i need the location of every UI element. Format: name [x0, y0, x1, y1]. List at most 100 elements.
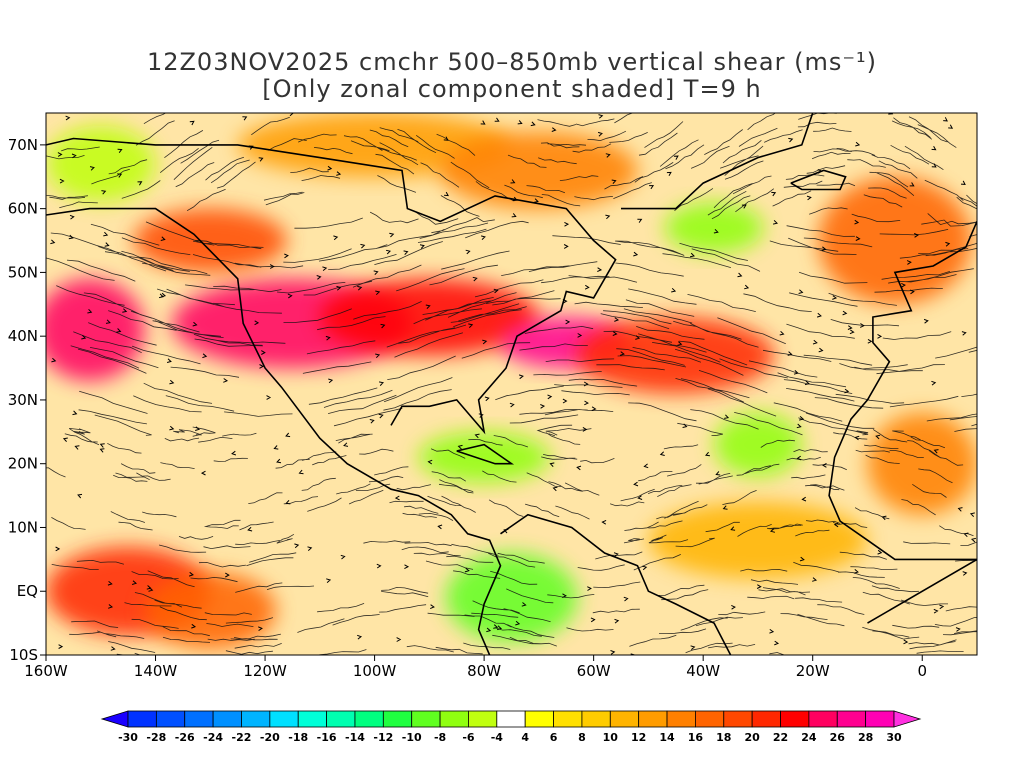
shear-region — [418, 431, 550, 483]
streamline-set — [46, 113, 977, 655]
colorbar-swatch — [382, 710, 413, 728]
lat-tick-label: 30N — [8, 391, 38, 409]
colorbar-label: -12 — [373, 731, 393, 744]
colorbar-swatch — [241, 710, 271, 728]
colorbar-low-arrow — [100, 710, 129, 728]
colorbar-swatch — [269, 710, 299, 728]
lat-tick-label: 70N — [8, 136, 38, 154]
colorbar-swatch — [127, 710, 157, 728]
colorbar-label: -28 — [146, 731, 166, 744]
shear-region — [133, 208, 287, 273]
colorbar-swatch — [638, 710, 668, 728]
lon-tick-label: 0 — [917, 662, 927, 680]
lat-tick-label: EQ — [17, 582, 38, 600]
colorbar-swatch — [354, 710, 384, 728]
map-title-line-1: 12Z03NOV2025 cmchr 500–850mb vertical sh… — [146, 48, 878, 76]
colorbar-swatch — [326, 710, 356, 728]
colorbar-swatch — [808, 710, 838, 728]
colorbar-label: -6 — [462, 731, 475, 744]
colorbar-label: -18 — [288, 731, 308, 744]
colorbar-label: -24 — [203, 731, 223, 744]
shear-region — [577, 317, 775, 394]
colorbar-label: 18 — [716, 731, 731, 744]
colorbar-swatch — [468, 710, 498, 728]
shear-region — [664, 202, 764, 254]
shear-region — [237, 113, 512, 177]
lon-tick-label: 140W — [134, 662, 178, 680]
colorbar-label: 10 — [603, 731, 619, 744]
lat-tick-label: 50N — [8, 263, 38, 281]
colorbar-swatch — [751, 710, 781, 728]
lat-tick-label: 40N — [8, 327, 38, 345]
shear-region — [867, 412, 977, 515]
shear-region — [818, 176, 972, 305]
coastline — [790, 169, 847, 191]
colorbar-swatch — [411, 710, 441, 728]
plot-frame — [45, 112, 978, 656]
colorbar-high-arrow — [893, 710, 922, 728]
colorbar-swatch — [212, 710, 242, 728]
colorbar-label: -30 — [118, 731, 138, 744]
colorbar-label: -16 — [317, 731, 337, 744]
coastline — [621, 113, 814, 210]
shear-region — [144, 572, 277, 649]
colorbar-label: 30 — [886, 731, 902, 744]
colorbar-label: 26 — [830, 731, 846, 744]
colorbar-label: 20 — [744, 731, 760, 744]
shear-region — [445, 552, 578, 643]
colorbar-swatch — [865, 710, 895, 728]
colorbar-swatch — [496, 710, 526, 728]
coastline — [46, 137, 617, 435]
colorbar-label: 4 — [521, 731, 529, 744]
colorbar: -30 -28 -26 -24 -22 -20 -18 -16 -14 -12 -10 -8 -6 -4 4… — [100, 710, 922, 744]
lon-tick-label: 20W — [796, 662, 830, 680]
lon-tick-label: 40W — [686, 662, 720, 680]
colorbar-label: -4 — [491, 731, 504, 744]
colorbar-label: -14 — [345, 731, 365, 744]
colorbar-swatch — [184, 710, 214, 728]
colorbar-label: -22 — [232, 731, 252, 744]
colorbar-label: 14 — [659, 731, 675, 744]
lat-tick-label: 60N — [8, 200, 38, 218]
shear-region — [319, 278, 539, 356]
colorbar-swatch — [609, 710, 640, 728]
shear-region — [46, 125, 156, 203]
colorbar-label: 28 — [858, 731, 873, 744]
lon-tick-label: 160W — [24, 662, 68, 680]
colorbar-swatch — [723, 710, 753, 728]
lat-tick-label: 10S — [9, 646, 38, 664]
coastline — [828, 221, 977, 624]
colorbar-label: -10 — [402, 731, 422, 744]
coastline — [500, 513, 732, 655]
colorbar-swatch — [780, 710, 810, 728]
colorbar-label: -26 — [175, 731, 195, 744]
lat-tick-label: 10N — [8, 518, 38, 536]
coastline — [456, 443, 515, 465]
axes: 160W 140W 120W 100W 80W 60W 40W 20W 0 70N 60N 50N 40… — [8, 136, 927, 680]
colorbar-swatch — [666, 710, 696, 728]
colorbar-label: 24 — [801, 731, 817, 744]
streamlines — [46, 113, 977, 655]
coastlines — [46, 113, 977, 655]
colorbar-swatch — [155, 710, 186, 728]
lon-tick-label: 60W — [577, 662, 611, 680]
streamline-arrowheads — [50, 113, 977, 655]
colorbar-swatch — [695, 710, 725, 728]
coastline — [46, 207, 502, 655]
colorbar-label: -20 — [260, 731, 280, 744]
colorbar-swatch — [524, 710, 554, 728]
lat-tick-label: 20N — [8, 455, 38, 473]
colorbar-swatch — [297, 710, 327, 728]
lon-tick-label: 120W — [243, 662, 287, 680]
colorbar-label: -8 — [434, 731, 446, 744]
shear-region — [714, 412, 802, 477]
colorbar-swatch — [439, 710, 469, 728]
colorbar-label: 22 — [773, 731, 788, 744]
map-title-line-2: [Only zonal component shaded] T=9 h — [262, 75, 762, 103]
colorbar-label: 8 — [578, 731, 586, 744]
shear-shading — [46, 113, 977, 655]
lon-tick-label: 100W — [353, 662, 397, 680]
colorbar-swatch — [581, 710, 611, 728]
colorbar-swatch — [836, 710, 867, 728]
